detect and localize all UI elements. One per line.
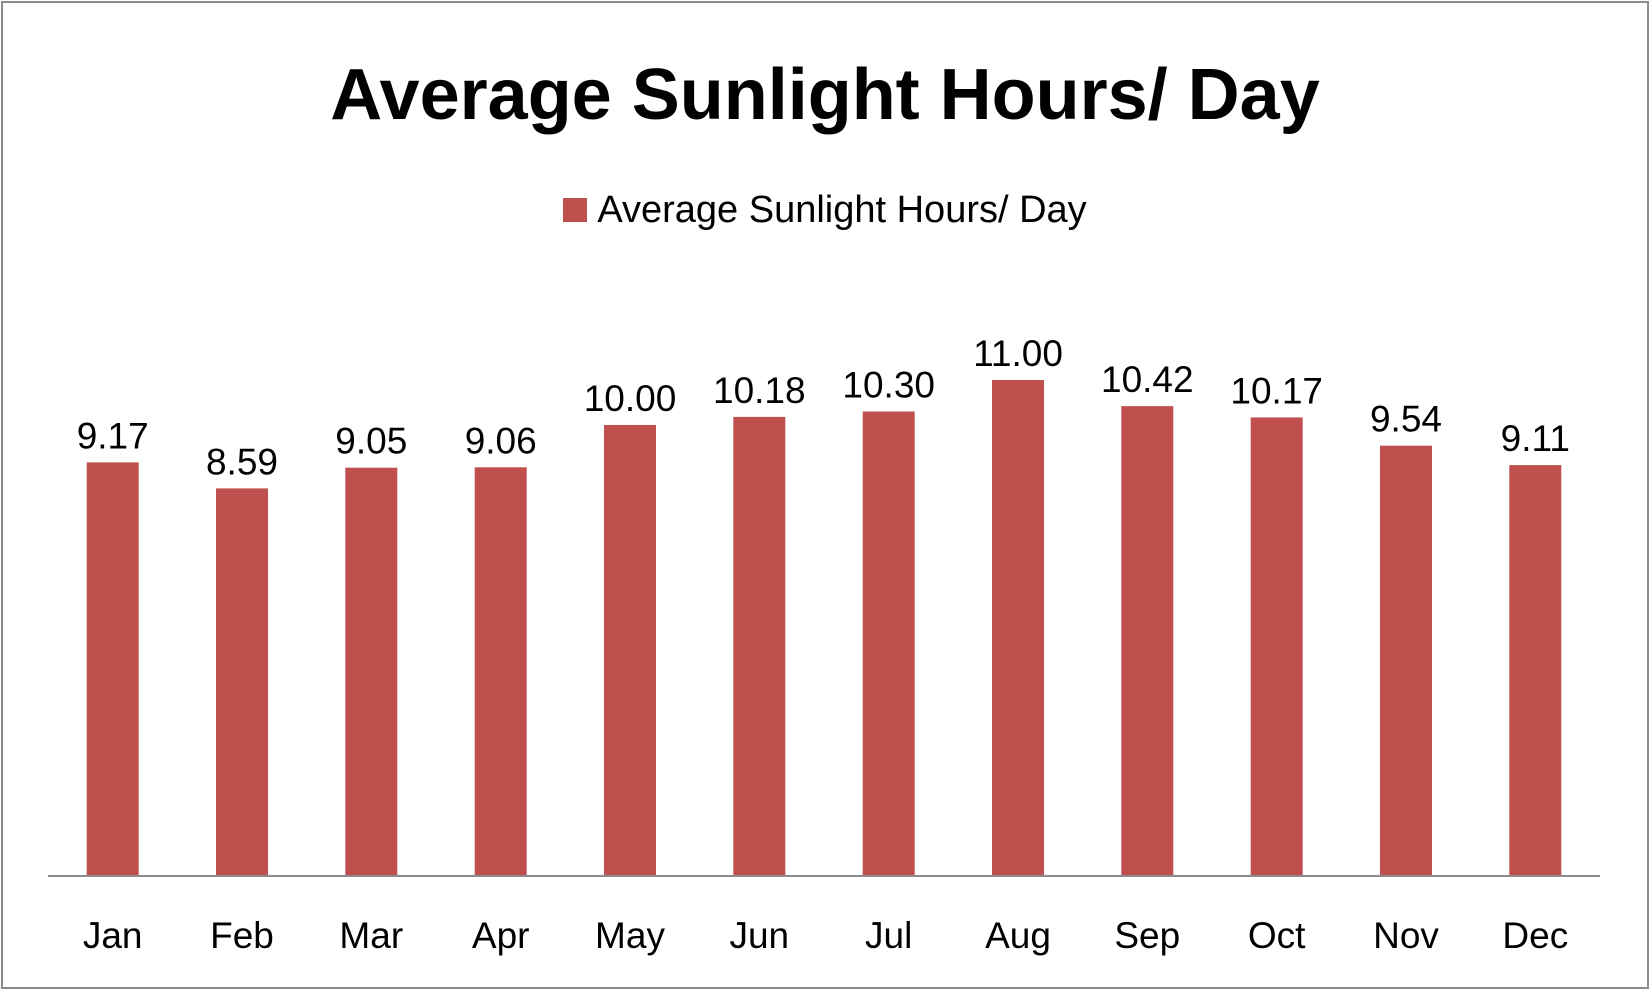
- bar-nov: [1380, 445, 1432, 875]
- x-tick-labels-layer: Jan Feb Mar Apr May Jun Jul Aug Sep Oct Nov Dec: [83, 915, 1568, 956]
- bar-jun: [733, 416, 786, 875]
- x-tick-label-dec: Dec: [1502, 915, 1568, 956]
- data-label-jul: 10.30: [842, 365, 935, 406]
- bar-jul: [862, 411, 915, 875]
- x-tick-label-jun: Jun: [729, 915, 789, 956]
- x-tick-label-feb: Feb: [210, 915, 274, 956]
- bar-dec: [1509, 465, 1562, 875]
- x-tick-label-jul: Jul: [865, 915, 912, 956]
- bar-mar: [345, 467, 398, 875]
- data-label-dec: 9.11: [1501, 418, 1570, 459]
- bar-oct: [1250, 417, 1303, 875]
- data-label-mar: 9.05: [335, 421, 407, 462]
- bars-layer: [86, 380, 1562, 875]
- data-label-jun: 10.18: [713, 370, 806, 411]
- bar-sep: [1121, 406, 1174, 875]
- data-label-feb: 8.59: [206, 441, 278, 482]
- x-tick-label-may: May: [595, 915, 665, 956]
- bar-may: [604, 425, 656, 875]
- bar-feb: [216, 488, 268, 875]
- x-tick-label-sep: Sep: [1114, 915, 1180, 956]
- x-tick-label-oct: Oct: [1248, 915, 1306, 956]
- bar-apr: [474, 467, 527, 875]
- x-tick-label-mar: Mar: [339, 915, 403, 956]
- chart-title: Average Sunlight Hours/ Day: [330, 55, 1320, 135]
- data-label-oct: 10.17: [1230, 370, 1323, 411]
- x-tick-label-aug: Aug: [985, 915, 1051, 956]
- data-labels-layer: 9.17 8.59 9.05 9.06 10.00 10.18 10.30 11.00 10.4…: [77, 333, 1570, 482]
- data-label-nov: 9.54: [1370, 399, 1442, 440]
- bar-jan: [86, 462, 139, 875]
- x-tick-label-jan: Jan: [83, 915, 143, 956]
- legend-label: Average Sunlight Hours/ Day: [597, 189, 1087, 231]
- data-label-jan: 9.17: [77, 415, 149, 456]
- x-tick-label-nov: Nov: [1373, 915, 1439, 956]
- legend: Average Sunlight Hours/ Day: [3, 188, 1647, 232]
- data-label-apr: 9.06: [465, 420, 537, 461]
- legend-swatch: [563, 198, 588, 222]
- bar-aug: [992, 380, 1044, 875]
- data-label-may: 10.00: [584, 378, 677, 419]
- data-label-aug: 11.00: [973, 333, 1063, 374]
- x-tick-label-apr: Apr: [472, 915, 530, 956]
- data-label-sep: 10.42: [1101, 359, 1194, 400]
